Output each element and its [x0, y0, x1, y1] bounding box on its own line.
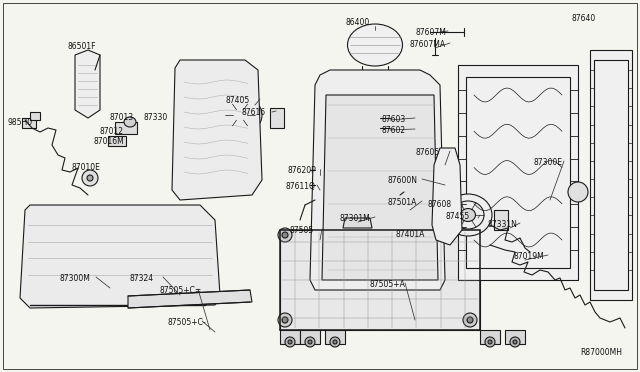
Ellipse shape	[348, 24, 403, 66]
Text: 86400: 86400	[345, 18, 369, 27]
Ellipse shape	[444, 194, 492, 236]
Circle shape	[278, 228, 292, 242]
Bar	[300, 330, 320, 344]
Text: 87505+A: 87505+A	[370, 280, 406, 289]
Bar	[115, 122, 137, 134]
Text: 87640: 87640	[572, 14, 596, 23]
Text: 87405: 87405	[225, 96, 249, 105]
Polygon shape	[310, 70, 445, 290]
Bar	[505, 330, 525, 344]
Polygon shape	[128, 290, 252, 308]
Circle shape	[568, 182, 588, 202]
Bar	[22, 118, 36, 128]
Circle shape	[467, 317, 473, 323]
Circle shape	[371, 113, 381, 123]
Text: 87331N: 87331N	[488, 220, 518, 229]
Bar	[182, 72, 250, 192]
Ellipse shape	[233, 109, 247, 121]
Circle shape	[333, 340, 337, 344]
Text: 87013: 87013	[110, 113, 134, 122]
Text: 87603: 87603	[382, 115, 406, 124]
Circle shape	[485, 337, 495, 347]
Circle shape	[308, 340, 312, 344]
Polygon shape	[432, 148, 462, 245]
Text: 87324: 87324	[130, 274, 154, 283]
Bar	[30, 112, 40, 120]
Circle shape	[282, 317, 288, 323]
Text: 87605: 87605	[415, 148, 439, 157]
Ellipse shape	[218, 96, 262, 134]
Circle shape	[305, 337, 315, 347]
Bar	[590, 50, 632, 300]
Bar	[108, 136, 126, 146]
Text: R87000MH: R87000MH	[580, 348, 622, 357]
Circle shape	[285, 337, 295, 347]
Text: 87505: 87505	[290, 226, 314, 235]
Text: 87455: 87455	[445, 212, 469, 221]
Polygon shape	[20, 205, 220, 308]
Bar	[270, 108, 284, 128]
Text: 87330: 87330	[143, 113, 167, 122]
Circle shape	[278, 313, 292, 327]
Polygon shape	[172, 60, 262, 200]
Text: 87600N: 87600N	[388, 176, 418, 185]
Circle shape	[513, 340, 517, 344]
Text: 87012: 87012	[100, 127, 124, 136]
Circle shape	[463, 228, 477, 242]
Text: 87300M: 87300M	[60, 274, 91, 283]
Circle shape	[463, 313, 477, 327]
Text: 87611Q: 87611Q	[285, 182, 315, 191]
Text: 87620P: 87620P	[288, 166, 317, 175]
Bar	[594, 60, 628, 290]
Circle shape	[87, 175, 93, 181]
Text: 87019M: 87019M	[514, 252, 545, 261]
Circle shape	[288, 340, 292, 344]
Text: 87505+C-: 87505+C-	[168, 318, 207, 327]
Polygon shape	[322, 95, 438, 280]
Text: 87401A: 87401A	[396, 230, 426, 239]
Polygon shape	[343, 218, 372, 228]
Circle shape	[330, 337, 340, 347]
Text: 87010E: 87010E	[72, 163, 101, 172]
Bar	[280, 230, 480, 330]
Text: 87607M: 87607M	[415, 28, 446, 37]
Circle shape	[82, 170, 98, 186]
Circle shape	[510, 337, 520, 347]
Text: 87616: 87616	[241, 108, 265, 117]
Bar	[325, 330, 345, 344]
Text: 87608: 87608	[427, 200, 451, 209]
Text: 87501A: 87501A	[388, 198, 417, 207]
Circle shape	[488, 340, 492, 344]
Ellipse shape	[124, 117, 136, 127]
Circle shape	[395, 195, 409, 209]
Bar	[494, 210, 508, 230]
Text: 87607MA: 87607MA	[410, 40, 446, 49]
Text: 87505+C=: 87505+C=	[160, 286, 202, 295]
Bar	[466, 77, 570, 268]
Text: 87602: 87602	[382, 126, 406, 135]
Circle shape	[467, 232, 473, 238]
Circle shape	[372, 124, 380, 132]
Text: 985H0: 985H0	[8, 118, 33, 127]
Bar	[280, 330, 300, 344]
Text: 87301M: 87301M	[340, 214, 371, 223]
Bar	[458, 65, 578, 280]
Text: 87300E: 87300E	[533, 158, 562, 167]
Circle shape	[282, 232, 288, 238]
Ellipse shape	[461, 208, 476, 221]
Polygon shape	[75, 50, 100, 118]
Bar	[480, 330, 500, 344]
Text: 87016M: 87016M	[94, 137, 125, 146]
Text: 86501F: 86501F	[68, 42, 97, 51]
